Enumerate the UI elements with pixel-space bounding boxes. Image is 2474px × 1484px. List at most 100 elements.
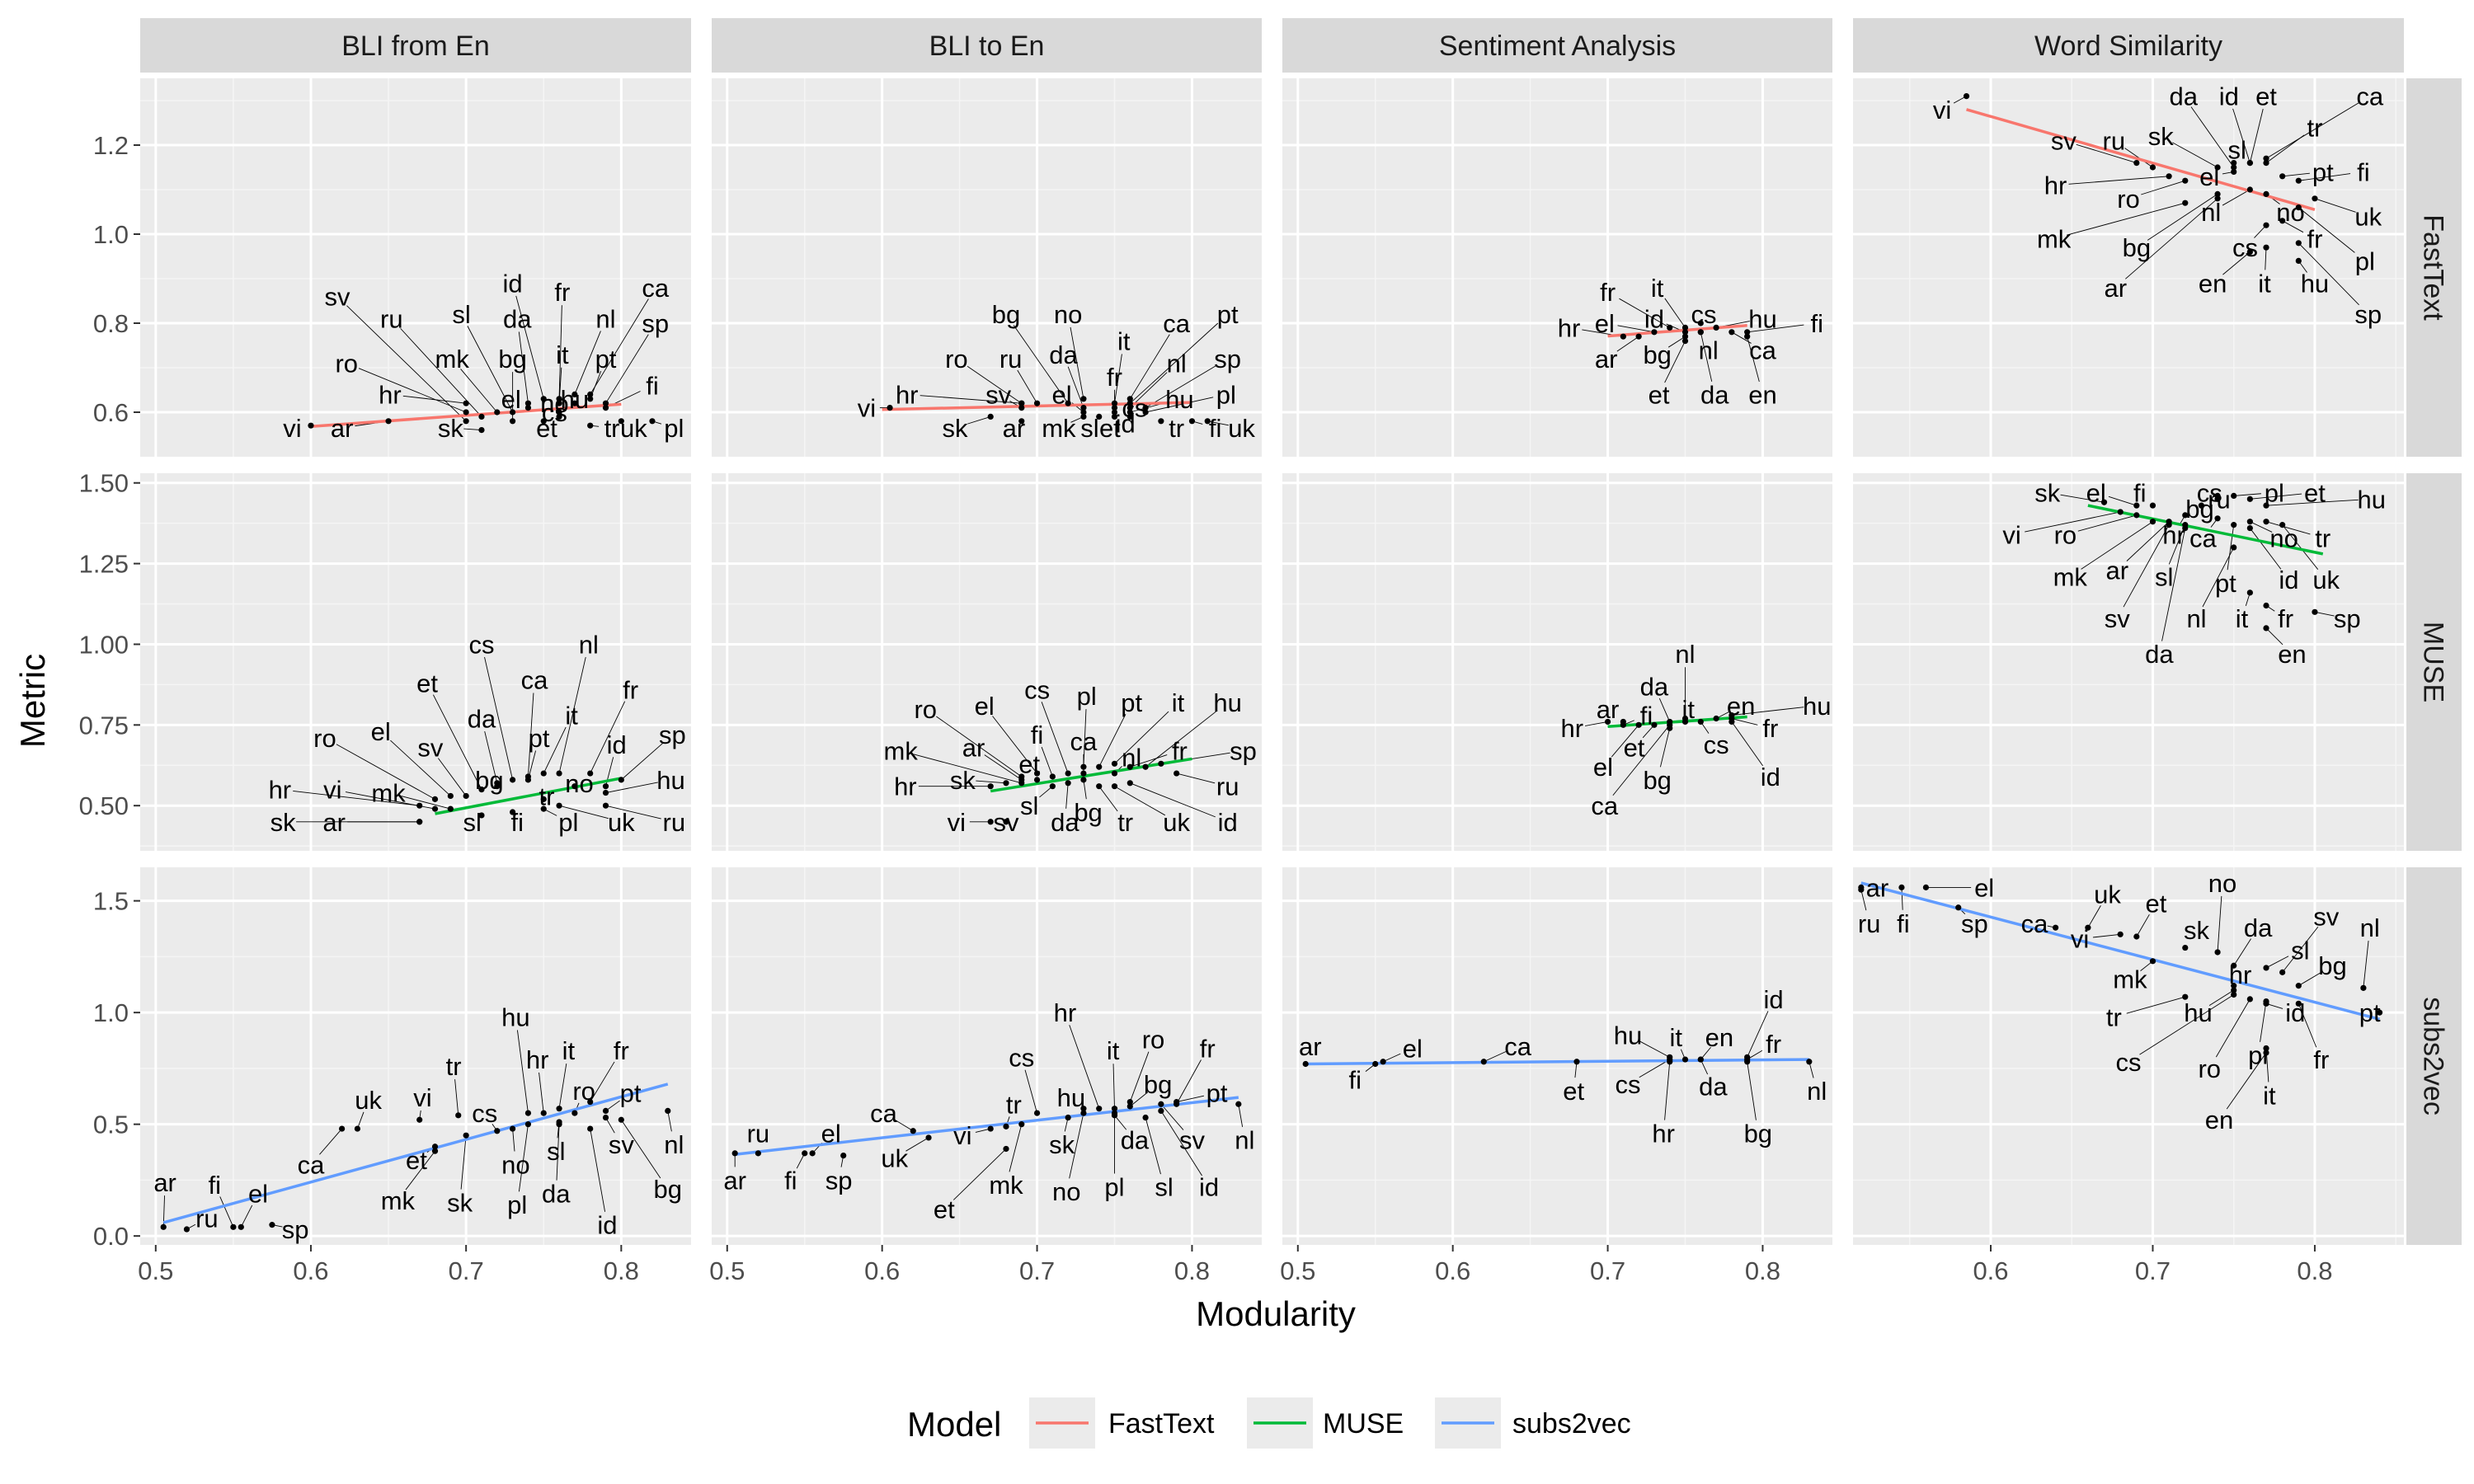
data-point-bg [510,418,516,425]
data-point-hu [1142,763,1149,770]
data-point-sk [2182,944,2189,951]
y-axis-title: Metric [13,654,52,748]
panel-muse-bli-to-en [712,473,1262,851]
point-label-bg: bg [1144,1070,1172,1099]
point-label-ar: ar [1299,1032,1322,1061]
y-tick-label: 0.50 [79,791,129,820]
point-label-id: id [1199,1173,1219,1202]
point-label-pl: pl [2355,247,2375,275]
label-connector-ro [936,716,1023,777]
label-connector-ca [1612,725,1671,796]
data-point-id [1729,718,1735,726]
data-point-cs [1065,770,1071,777]
label-connector-ar [2125,198,2218,279]
data-point-hr [2182,512,2189,519]
point-label-tr: tr [604,414,620,443]
point-label-ar: ar [322,808,346,837]
label-connector-nl [558,656,586,774]
data-point-tr [1096,783,1103,790]
data-point-ro [463,409,469,416]
data-point-ca [2214,515,2221,522]
label-connector-ca [590,298,649,395]
data-point-fr [1174,1101,1180,1107]
point-label-sl: sl [463,808,481,837]
point-label-ro: ro [335,350,358,378]
label-connector-et [2250,493,2302,500]
label-connector-da [2233,938,2251,966]
data-point-hr [2166,173,2172,180]
label-connector-id [1731,721,1763,767]
point-label-ru: ru [1216,773,1239,801]
point-label-el: el [501,385,521,414]
data-point-ru [1033,400,1041,406]
point-label-da: da [1049,340,1078,369]
data-point-ru [602,802,609,809]
data-point-pt [1096,763,1103,770]
data-point-no [556,409,562,416]
column-strip-word-similarity: Word Similarity [1853,18,2404,73]
data-point-pl [524,1121,532,1128]
data-point-ru [755,1150,761,1157]
x-tick-label: 0.7 [1590,1256,1625,1285]
label-connector-sk [2060,494,2105,503]
label-connector-sv [2076,143,2137,164]
point-label-vi: vi [413,1083,431,1112]
row-strip-label: FastText [2418,214,2449,321]
data-point-en [2263,625,2269,632]
point-label-hr: hr [1558,313,1581,342]
point-label-sp: sp [1214,345,1241,373]
data-point-nl [1806,1059,1813,1065]
label-connector-ca [319,1128,342,1155]
point-label-hr: hr [1054,998,1077,1027]
data-point-da [1111,1112,1118,1119]
data-point-sp [618,777,624,783]
point-label-mk: mk [435,345,470,373]
label-connector-et [2249,109,2264,163]
label-connector-uk [1207,420,1229,426]
data-point-hu [1080,1106,1087,1112]
point-label-en: en [1705,1023,1733,1052]
panel-muse-word-similarity [1853,473,2404,851]
label-connector-ru [1017,369,1037,404]
point-label-sl: sl [2155,562,2173,591]
label-connector-ca [2265,102,2359,159]
point-label-id: id [597,1211,617,1240]
data-point-el [447,792,454,800]
point-label-vi: vi [323,776,341,805]
x-axis-sentiment-analysis: 0.5 0.6 0.7 0.8 [1280,1245,1780,1285]
label-connector-bg [2298,971,2322,987]
label-connector-ru [1860,889,1867,911]
label-connector-sv [438,758,467,796]
label-connector-no [2250,521,2273,533]
fit-line-muse [2087,504,2324,556]
label-connector-hu [1731,707,1804,716]
data-point-vi [416,1116,423,1123]
data-point-sk [2214,164,2221,171]
row-strip-label: subs2vec [2418,997,2449,1115]
y-tick-label: 0.8 [93,309,129,338]
point-label-sp: sp [1230,737,1257,766]
data-point-da [556,1121,562,1128]
point-label-pt: pt [2359,998,2381,1027]
point-label-bg: bg [1643,340,1671,369]
data-point-hr [987,783,994,790]
point-label-bg: bg [475,766,503,795]
point-label-fr: fr [1762,714,1778,743]
label-connector-ro [1129,1051,1150,1102]
y-tick-label: 1.5 [93,887,129,916]
label-connectors [1953,96,2359,306]
point-label-nl: nl [1807,1077,1827,1106]
data-point-fi [510,809,516,815]
strip-background [140,18,691,73]
point-label-sv: sv [993,808,1019,837]
point-label-cs: cs [2116,1048,2142,1077]
label-connector-it [558,1063,567,1109]
panel-background [1853,473,2404,851]
data-point-ro [2133,512,2140,519]
label-connector-uk [2087,905,2101,928]
data-point-tr [2263,160,2269,167]
point-label-et: et [406,1146,427,1175]
y-tick-label: 1.0 [93,220,129,249]
label-connector-sk [2172,142,2218,168]
